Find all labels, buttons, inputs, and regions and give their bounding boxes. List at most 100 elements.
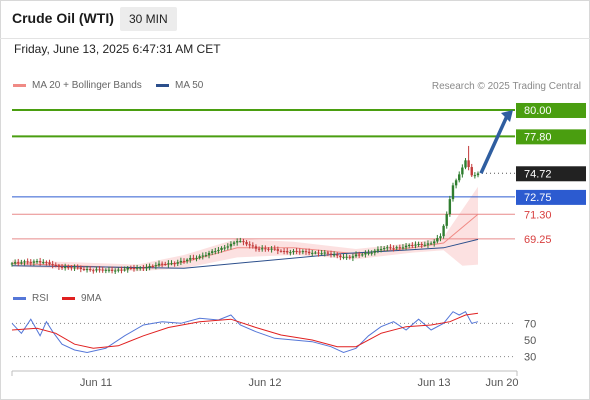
candle-body [76, 267, 79, 269]
legend-swatch-ma50 [156, 84, 169, 87]
candle-body [348, 256, 351, 258]
candle-body [379, 249, 383, 251]
candle-body [254, 246, 258, 249]
candle-body [392, 248, 395, 250]
candle-body [101, 269, 104, 271]
candle-body [13, 262, 17, 264]
candle-body [17, 262, 20, 264]
candle-body [429, 243, 433, 245]
candle-body [210, 251, 214, 253]
candle-body [298, 251, 301, 253]
candle-body [123, 269, 126, 271]
candle-body [273, 248, 276, 250]
candle-body [157, 263, 161, 266]
candle-body [279, 250, 283, 252]
candle-body [467, 160, 470, 168]
candle-body [107, 269, 111, 271]
level-label-80-00: 80.00 [524, 105, 552, 117]
candle-body [88, 269, 92, 271]
candle-body [314, 252, 317, 254]
rsi-tick-label-50: 50 [524, 335, 536, 347]
candle-body [426, 243, 430, 245]
candle-body [395, 247, 398, 249]
candle-body [336, 254, 339, 256]
candle-body [307, 251, 311, 254]
candle-body [458, 174, 461, 181]
x-tick-label-jun-20: Jun 20 [485, 377, 518, 389]
candle-body [417, 244, 420, 246]
level-label-77-80: 77.80 [524, 131, 552, 143]
candle-body [414, 244, 417, 246]
candle-body [201, 255, 204, 257]
candle-body [382, 248, 386, 250]
candle-body [326, 252, 330, 254]
legend-swatch-ma20 [13, 84, 26, 87]
candle-body [264, 248, 267, 250]
header: Crude Oil (WTI) 30 MIN [0, 0, 590, 39]
candle-body [20, 262, 23, 264]
candle-body [42, 262, 45, 264]
legend-ma50: MA 50 [156, 80, 203, 91]
candle-body [345, 256, 348, 258]
candle-body [376, 249, 380, 251]
candle-body [389, 247, 392, 249]
candle-body [401, 247, 405, 249]
ma50-line [11, 238, 479, 269]
candle-body [35, 261, 39, 263]
candle-body [323, 252, 326, 254]
candle-body [454, 180, 458, 186]
candle-body [114, 270, 117, 272]
level-tag-77-80 [516, 129, 586, 145]
candle-body [292, 250, 295, 253]
legend-swatch-9ma [62, 297, 75, 300]
candle-body [73, 267, 76, 269]
legend-9ma: 9MA [62, 293, 102, 304]
candle-body [226, 246, 229, 248]
candle-body [29, 262, 32, 264]
candle-body [126, 267, 129, 270]
candle-body [461, 167, 464, 175]
candle-body [251, 245, 255, 247]
rsi-line [11, 311, 479, 354]
candle-body [276, 249, 280, 251]
candle-body [357, 254, 361, 256]
candle-body [167, 263, 170, 265]
candle-body [448, 199, 452, 215]
candle-body [176, 262, 179, 264]
candle-body [142, 267, 145, 269]
candle-body [10, 263, 14, 265]
legend-rsi: RSI [13, 293, 49, 304]
candle-body [204, 255, 208, 257]
candle-body [154, 265, 158, 267]
candle-body [351, 256, 355, 258]
candle-body [267, 248, 270, 250]
level-tag-80-00 [516, 102, 586, 118]
candle-body [261, 248, 264, 250]
candle-body [54, 265, 57, 267]
candle-body [476, 173, 480, 176]
interval-button[interactable]: 30 MIN [120, 7, 177, 31]
candle-body [60, 266, 64, 268]
candle-body [170, 263, 173, 265]
candle-body [217, 249, 220, 252]
candle-body [286, 251, 289, 253]
candle-body [232, 242, 236, 244]
rsi-9ma-line [11, 312, 479, 349]
candle-body [248, 244, 251, 246]
candle-body [361, 254, 364, 256]
rsi-tick-label-30: 30 [524, 352, 536, 364]
candle-body [289, 252, 292, 254]
candle-body [464, 160, 467, 168]
candle-body [189, 257, 192, 260]
candle-body [67, 266, 70, 268]
rsi-tick-label-70: 70 [524, 318, 536, 330]
candle-body [26, 261, 29, 263]
candle-body [442, 225, 445, 237]
credit-text: Research © 2025 Trading Central [431, 81, 581, 92]
candle-body [364, 253, 367, 255]
candle-body [198, 256, 201, 258]
candle-body [145, 267, 148, 269]
candle-body [229, 243, 233, 247]
candle-body [23, 261, 26, 263]
